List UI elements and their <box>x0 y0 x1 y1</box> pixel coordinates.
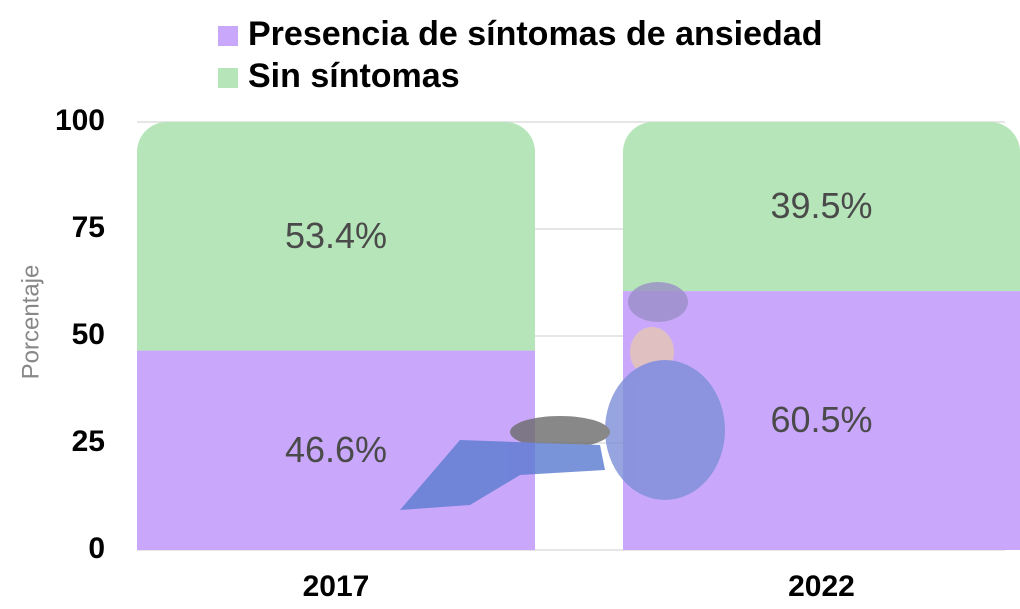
y-tick-label: 100 <box>55 104 105 137</box>
y-tick-label: 25 <box>72 425 105 458</box>
figure-cloud <box>628 282 688 322</box>
y-axis-label: Porcentaje <box>17 265 44 380</box>
x-tick-label: 2017 <box>303 570 370 603</box>
value-label: 46.6% <box>285 429 387 470</box>
figure-body <box>605 360 725 500</box>
y-tick-label: 75 <box>72 211 105 244</box>
legend-swatch <box>218 26 238 46</box>
value-label: 53.4% <box>285 215 387 256</box>
y-tick-label: 50 <box>72 318 105 351</box>
legend-label: Sin síntomas <box>248 57 460 95</box>
legend-label: Presencia de síntomas de ansiedad <box>248 15 822 53</box>
value-label: 39.5% <box>770 185 872 226</box>
x-tick-label: 2022 <box>788 570 855 603</box>
chart: Porcentaje 0 25 50 75 100 Presencia de síntom… <box>0 0 1020 609</box>
value-label: 60.5% <box>770 399 872 440</box>
legend-swatch <box>218 68 238 88</box>
y-tick-label: 0 <box>88 532 105 565</box>
